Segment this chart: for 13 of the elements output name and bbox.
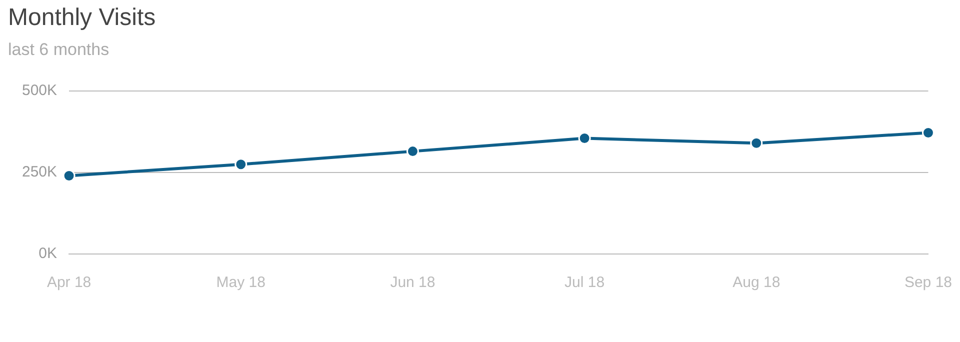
point xyxy=(234,158,248,171)
chart-title: Monthly Visits xyxy=(8,4,156,32)
y-tick-label: 0K xyxy=(38,245,58,262)
chart-subtitle: last 6 months xyxy=(8,40,110,60)
x-tick-label: Jul 18 xyxy=(564,274,605,292)
x-tick-label: Aug 18 xyxy=(732,274,780,292)
y-tick-label: 500K xyxy=(22,82,58,100)
x-tick-label: Apr 18 xyxy=(46,274,92,292)
x-tick-label: Jun 18 xyxy=(390,274,436,292)
point xyxy=(750,136,763,150)
x-tick-label: May 18 xyxy=(216,274,266,292)
y-tick-label: 250K xyxy=(22,164,58,181)
x-tick-label: Sep 18 xyxy=(904,274,952,292)
